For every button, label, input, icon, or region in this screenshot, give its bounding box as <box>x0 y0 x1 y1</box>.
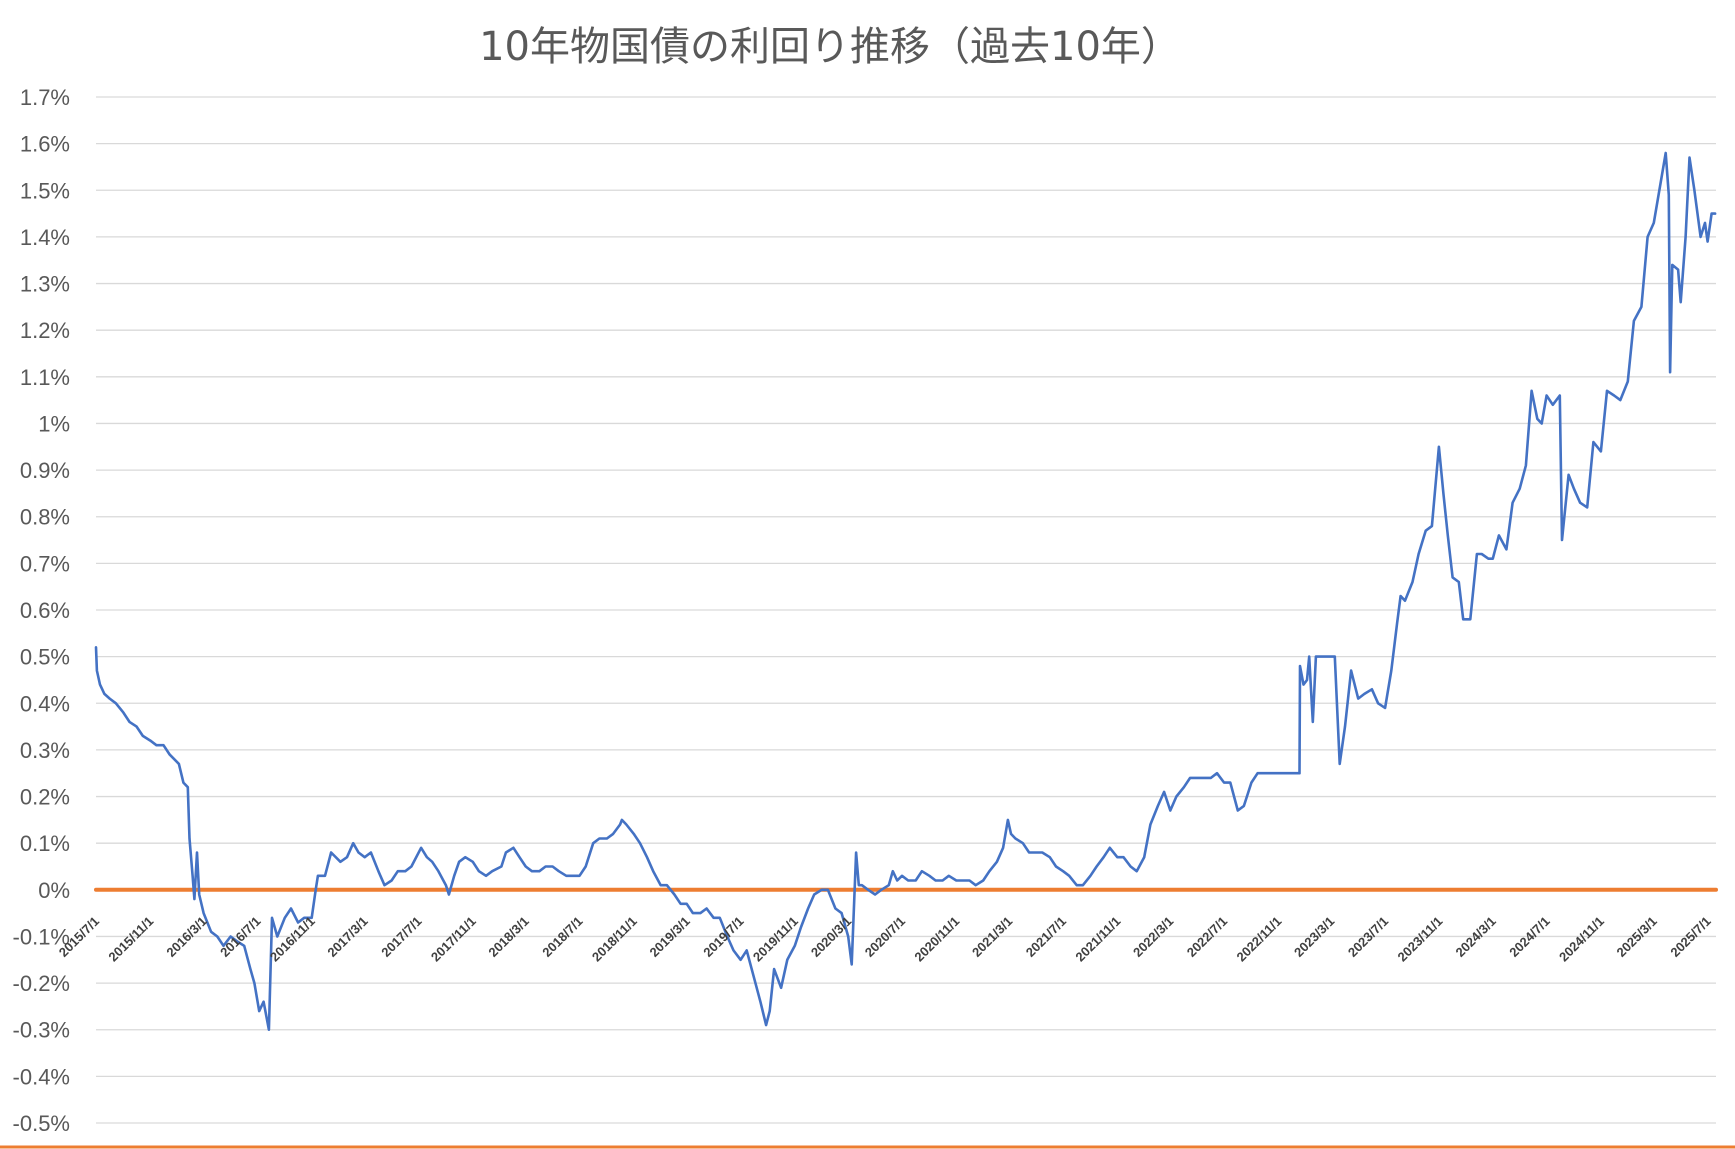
y-tick-label: 0.6% <box>20 598 70 623</box>
x-tick-label: 2015/11/1 <box>105 914 156 965</box>
y-tick-label: -0.3% <box>13 1018 70 1043</box>
gridlines <box>96 96 1716 1124</box>
y-tick-label: 1.6% <box>20 132 70 157</box>
y-tick-label: 0.1% <box>20 831 70 856</box>
y-tick-label: 0.4% <box>20 691 70 716</box>
x-tick-label: 2017/11/1 <box>428 914 479 965</box>
y-tick-label: 0% <box>38 878 70 903</box>
y-axis-ticks: 1.7% 1.6% 1.5% 1.4% 1.3% 1.2% 1.1% 1% 0.9% 0.8% 0.… <box>13 85 70 1136</box>
y-tick-label: 0.9% <box>20 458 70 483</box>
x-tick-label: 2022/11/1 <box>1233 914 1284 965</box>
x-tick-label: 2018/11/1 <box>589 914 640 965</box>
y-tick-label: 1.1% <box>20 365 70 390</box>
x-tick-label: 2024/11/1 <box>1556 914 1607 965</box>
y-tick-label: 1.7% <box>20 85 70 110</box>
y-tick-label: 0.2% <box>20 785 70 810</box>
yield-series-line <box>94 151 1717 1031</box>
x-tick-label: 2020/11/1 <box>911 914 962 965</box>
y-tick-label: -0.1% <box>13 924 70 949</box>
x-tick-label: 2019/11/1 <box>750 914 801 965</box>
x-tick-label: 2021/11/1 <box>1072 914 1123 965</box>
y-tick-label: 0.3% <box>20 738 70 763</box>
x-tick-label: 2023/11/1 <box>1395 914 1446 965</box>
y-tick-label: -0.2% <box>13 971 70 996</box>
y-tick-label: -0.4% <box>13 1064 70 1089</box>
y-tick-label: 1.3% <box>20 272 70 297</box>
y-tick-label: 0.8% <box>20 505 70 530</box>
y-tick-label: 1.2% <box>20 318 70 343</box>
chart-title: 10年物国債の利回り推移（過去10年） <box>479 24 1181 70</box>
y-tick-label: 0.7% <box>20 551 70 576</box>
y-tick-label: 0.5% <box>20 645 70 670</box>
y-tick-label: 1.4% <box>20 225 70 250</box>
x-axis-ticks: 2015/7/1 2015/11/1 2016/3/1 2016/7/1 2016/11… <box>56 914 1714 965</box>
y-tick-label: 1% <box>38 411 70 436</box>
y-tick-label: 1.5% <box>20 178 70 203</box>
series-layer <box>0 151 1735 1149</box>
x-tick-label: 2016/11/1 <box>267 914 318 965</box>
y-tick-label: -0.5% <box>13 1111 70 1136</box>
